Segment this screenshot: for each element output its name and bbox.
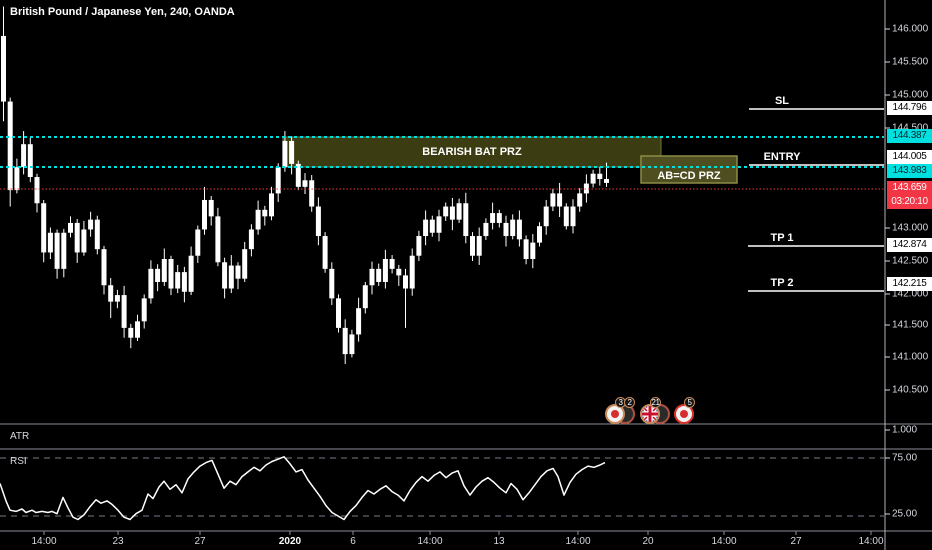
time-tick: 23 (112, 536, 124, 547)
tp1-line-label[interactable]: TP 1 (770, 232, 794, 244)
uk-flag-icon (640, 404, 660, 424)
price-tick: 141.500 (892, 319, 929, 331)
price-tick: 146.000 (892, 23, 929, 35)
time-tick: 14:00 (417, 536, 443, 547)
event-count-badge: 2 (624, 397, 635, 408)
time-tick: 14:00 (31, 536, 57, 547)
time-tick: 2020 (278, 536, 302, 547)
time-tick: 13 (493, 536, 505, 547)
time-tick: 6 (350, 536, 356, 547)
bearish-bat-prz-label[interactable]: BEARISH BAT PRZ (422, 146, 522, 158)
event-count-badge: 21 (650, 397, 661, 408)
zone-bottom-price-chip[interactable]: 143.983 (887, 164, 932, 178)
price-tick: 142.500 (892, 255, 929, 267)
time-tick: 14:00 (711, 536, 737, 547)
event-count-badge: 5 (684, 397, 695, 408)
entry-line-label[interactable]: ENTRY (763, 151, 801, 163)
time-tick: 27 (790, 536, 802, 547)
time-tick: 20 (642, 536, 654, 547)
symbol-title[interactable]: British Pound / Japanese Yen, 240, OANDA (10, 6, 235, 18)
last-price-chip: 143.659 (887, 181, 932, 195)
zone-top-price-chip[interactable]: 144.387 (887, 129, 932, 143)
sl-line-label[interactable]: SL (774, 95, 790, 107)
time-tick: 27 (194, 536, 206, 547)
sl-price-chip[interactable]: 144.796 (887, 101, 932, 115)
atr-indicator-label[interactable]: ATR (10, 431, 30, 442)
price-tick: 145.000 (892, 89, 929, 101)
tp2-line-label[interactable]: TP 2 (770, 277, 794, 289)
price-tick: 142.000 (892, 288, 929, 300)
atr-axis-tick: 1.000 (892, 424, 918, 436)
time-tick: 14:00 (858, 536, 884, 547)
rsi-axis-tick: 25.00 (892, 508, 918, 520)
time-tick: 14:00 (565, 536, 591, 547)
rsi-axis-tick: 75.00 (892, 452, 918, 464)
abcd-prz-label[interactable]: AB=CD PRZ (657, 170, 721, 182)
tp2-price-chip[interactable]: 142.215 (887, 277, 932, 291)
price-tick: 145.500 (892, 56, 929, 68)
calendar-event-marker-gb[interactable]: 21 (640, 397, 672, 424)
price-tick: 144.500 (892, 122, 929, 134)
price-tick: 141.000 (892, 351, 929, 363)
bar-countdown-chip: 03:20:10 (887, 195, 932, 209)
calendar-event-marker-jp[interactable]: 5 (674, 397, 706, 424)
entry-price-chip[interactable]: 144.005 (887, 150, 932, 164)
price-tick: 140.500 (892, 384, 929, 396)
tp1-price-chip[interactable]: 142.874 (887, 238, 932, 252)
rsi-indicator-label[interactable]: RSI (10, 456, 27, 467)
price-tick: 143.000 (892, 222, 929, 234)
